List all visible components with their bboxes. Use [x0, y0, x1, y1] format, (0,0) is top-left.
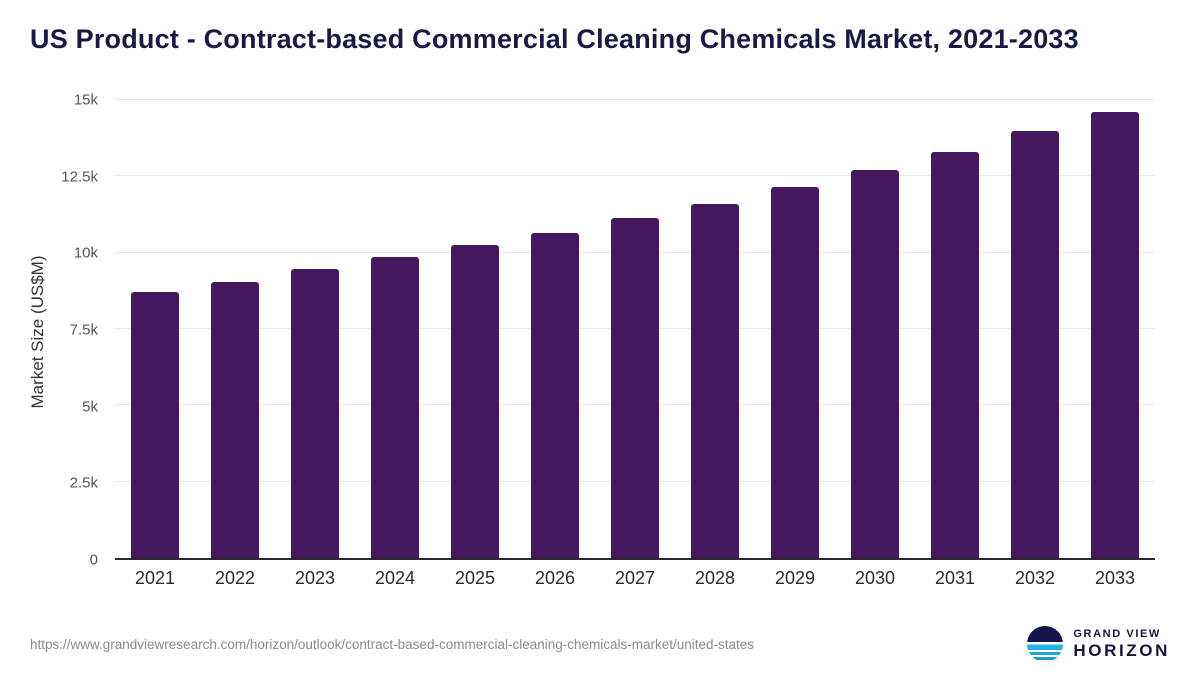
bar-2028 [691, 203, 739, 558]
gridline [115, 175, 1155, 177]
x-tick-label: 2027 [614, 568, 656, 588]
brand-text: GRAND VIEW HORIZON [1073, 628, 1170, 660]
x-tick-label: 2025 [454, 568, 496, 588]
bar-slot [835, 100, 915, 558]
brand-line1: GRAND VIEW [1073, 627, 1161, 640]
bar-slot [355, 100, 435, 558]
bar-2030 [851, 170, 899, 558]
bar-slot [755, 100, 835, 558]
bar-slot [1075, 100, 1155, 558]
bar-2031 [931, 151, 979, 558]
bar-slot [435, 100, 515, 558]
horizon-logo-icon [1027, 626, 1064, 662]
x-tick-label: 2024 [374, 568, 416, 588]
x-axis-ticks: 2021 2022 2023 2024 2025 2026 2027 2028 2029 2030… [115, 568, 1155, 589]
bar-2021 [131, 292, 179, 558]
plot-area [115, 99, 1155, 560]
x-tick-label: 2029 [774, 568, 816, 588]
bar-2032 [1011, 130, 1059, 558]
x-tick-label: 2022 [214, 568, 256, 588]
bar-2026 [531, 232, 579, 558]
brand-lockup: GRAND VIEW HORIZON [1027, 626, 1170, 662]
y-tick-label: 5k [82, 398, 98, 416]
y-tick-label: 12.5k [61, 168, 98, 186]
bar-2023 [291, 269, 339, 558]
bar-slot [995, 100, 1075, 558]
y-tick-label: 7.5k [69, 321, 98, 339]
bar-slot [675, 100, 755, 558]
x-tick-label: 2030 [854, 568, 896, 588]
x-tick-label: 2033 [1094, 568, 1136, 588]
bar-slot [915, 100, 995, 558]
x-tick-label: 2023 [294, 568, 336, 588]
source-url: https://www.grandviewresearch.com/horizo… [30, 636, 755, 652]
y-tick-label: 0 [89, 551, 98, 569]
bar-series [115, 100, 1155, 558]
bar-slot [275, 100, 355, 558]
bar-slot [515, 100, 595, 558]
y-tick-label: 2.5k [69, 474, 98, 492]
gridline [115, 99, 1155, 100]
bar-2025 [451, 245, 499, 558]
bar-slot [195, 100, 275, 558]
bar-2033 [1091, 112, 1139, 558]
x-tick-label: 2031 [934, 568, 976, 588]
x-tick-label: 2032 [1014, 568, 1056, 588]
brand-line2: HORIZON [1073, 640, 1170, 660]
y-tick-label: 15k [73, 91, 98, 109]
footer: https://www.grandviewresearch.com/horizo… [0, 613, 1200, 675]
page-title: US Product - Contract-based Commercial C… [30, 24, 1079, 54]
x-tick-label: 2021 [134, 568, 176, 588]
bar-slot [595, 100, 675, 558]
bar-2022 [211, 281, 259, 558]
x-tick-label: 2026 [534, 568, 576, 588]
bar-2029 [771, 187, 819, 558]
bar-slot [115, 100, 195, 558]
x-tick-label: 2028 [694, 568, 736, 588]
y-axis-ticks: 0 2.5k 5k 7.5k 10k 12.5k 15k [30, 92, 108, 569]
bar-2024 [371, 257, 419, 558]
bar-2027 [611, 217, 659, 558]
y-tick-label: 10k [73, 244, 98, 262]
